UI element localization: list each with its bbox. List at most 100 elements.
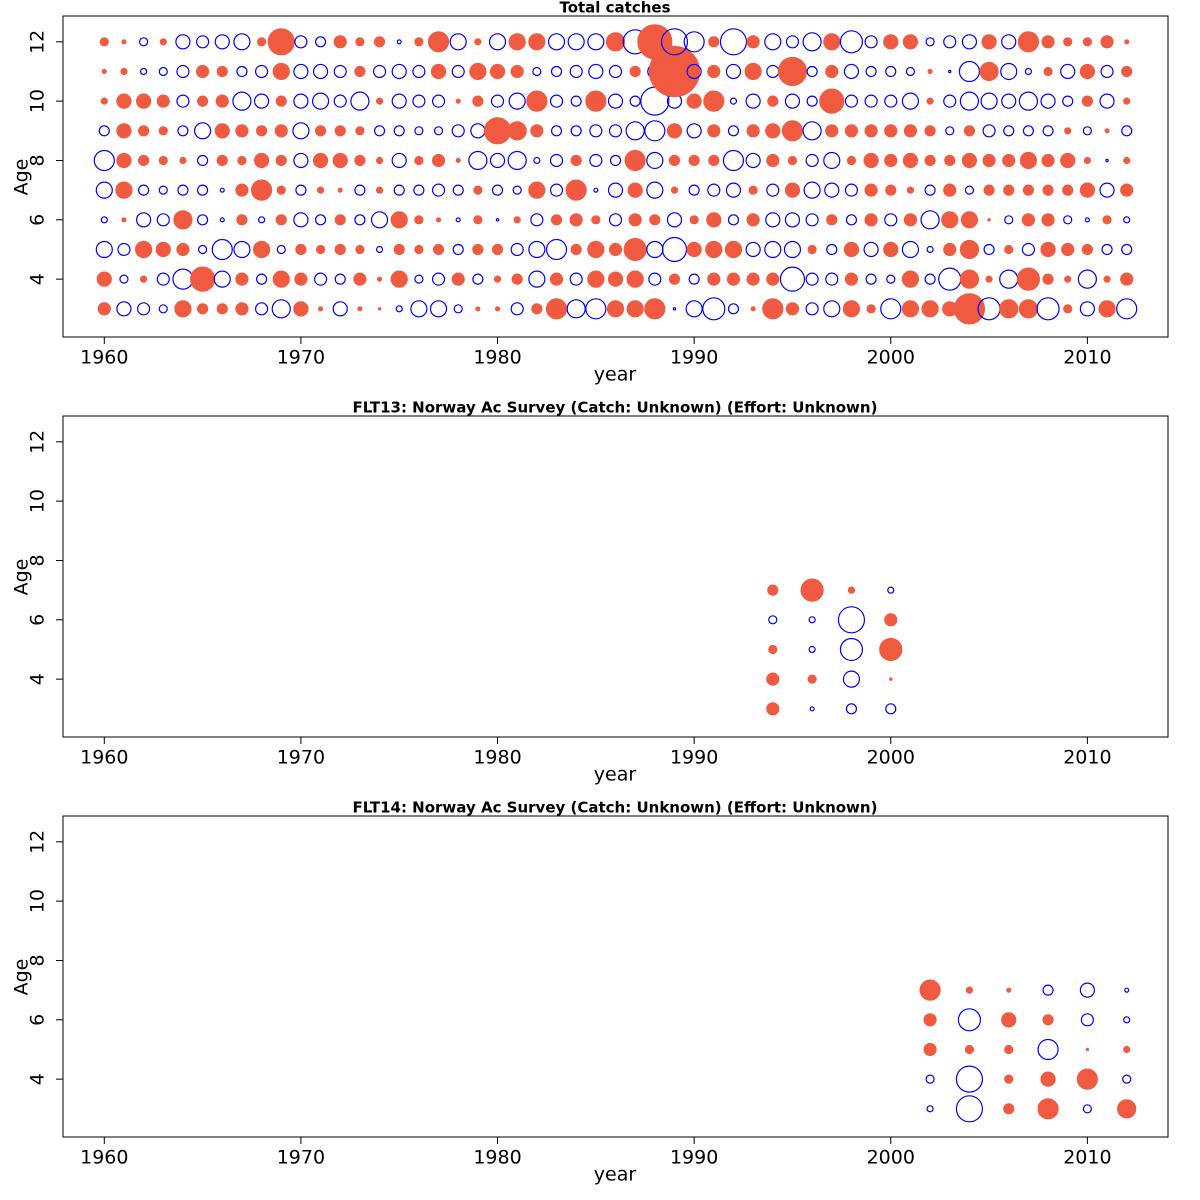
y-tick-label: 4 bbox=[27, 1073, 49, 1085]
bubble bbox=[746, 35, 760, 49]
bubble bbox=[176, 64, 190, 79]
bubble bbox=[410, 300, 428, 318]
bubble bbox=[784, 212, 801, 228]
bubble bbox=[943, 242, 957, 257]
bubble bbox=[473, 215, 483, 225]
bubble bbox=[390, 211, 408, 229]
bubble bbox=[435, 217, 442, 223]
bubble bbox=[196, 35, 210, 49]
bubble bbox=[646, 181, 664, 199]
bubble bbox=[926, 1105, 934, 1113]
bubble bbox=[864, 35, 878, 49]
bubble bbox=[745, 241, 761, 258]
bubble bbox=[945, 126, 955, 136]
bubble bbox=[494, 306, 501, 312]
bubble bbox=[764, 240, 782, 259]
bubble bbox=[219, 187, 225, 193]
bubble bbox=[839, 30, 864, 54]
bubble bbox=[158, 155, 168, 166]
bubble bbox=[924, 154, 936, 167]
bubble bbox=[983, 243, 995, 256]
bubble bbox=[629, 95, 641, 107]
bubble bbox=[313, 272, 328, 286]
bubble bbox=[1083, 156, 1091, 165]
bubble bbox=[550, 214, 563, 226]
bubble bbox=[177, 125, 189, 137]
bubble bbox=[350, 91, 370, 111]
bubble bbox=[923, 1042, 937, 1057]
bubble bbox=[508, 33, 526, 51]
bubble bbox=[808, 645, 816, 654]
bubble bbox=[608, 124, 623, 138]
bubble bbox=[549, 94, 564, 108]
bubble bbox=[879, 637, 903, 662]
bubble bbox=[847, 586, 856, 594]
bubble bbox=[1040, 241, 1056, 258]
bubble bbox=[193, 122, 212, 140]
bubble bbox=[545, 238, 568, 261]
bubble bbox=[528, 33, 546, 51]
bubble bbox=[232, 91, 252, 111]
bubble bbox=[257, 216, 266, 224]
bubble bbox=[295, 184, 307, 196]
bubble bbox=[197, 244, 208, 255]
bubble bbox=[1121, 125, 1133, 137]
bubble bbox=[138, 184, 150, 196]
x-tick-label: 1960 bbox=[80, 747, 128, 769]
bubble bbox=[805, 153, 819, 168]
bubble bbox=[837, 606, 866, 634]
bubble bbox=[959, 239, 980, 260]
bubble bbox=[354, 214, 366, 226]
x-tick-label: 1990 bbox=[670, 747, 718, 769]
bubble bbox=[1004, 215, 1014, 225]
bubble bbox=[825, 272, 839, 286]
bubble bbox=[948, 69, 952, 74]
bubble bbox=[688, 184, 700, 196]
bubble bbox=[688, 154, 700, 167]
bubble bbox=[943, 183, 957, 197]
bubble bbox=[1079, 982, 1096, 998]
bubble bbox=[767, 584, 779, 596]
bubble bbox=[1123, 216, 1131, 224]
bubble bbox=[276, 185, 286, 195]
bubble bbox=[375, 97, 384, 105]
bubble bbox=[373, 125, 386, 137]
bubble bbox=[1120, 272, 1134, 286]
y-tick-label: 10 bbox=[27, 489, 49, 513]
bubble bbox=[214, 123, 230, 139]
bubble bbox=[569, 64, 583, 79]
bubble bbox=[625, 121, 645, 141]
bubble bbox=[156, 213, 170, 227]
bubble bbox=[901, 300, 920, 318]
bubble bbox=[745, 93, 761, 109]
bubble bbox=[452, 184, 464, 196]
bubble bbox=[767, 95, 779, 107]
y-tick-label: 4 bbox=[27, 273, 49, 285]
bubble bbox=[312, 63, 329, 80]
bubble bbox=[923, 1013, 937, 1027]
bubble bbox=[985, 275, 993, 283]
bubble bbox=[808, 616, 816, 624]
bubble bbox=[235, 272, 249, 286]
bubble bbox=[961, 152, 978, 169]
bubble bbox=[781, 120, 804, 142]
bubble bbox=[332, 152, 348, 169]
bubble bbox=[902, 34, 919, 50]
bubble bbox=[549, 153, 564, 168]
bubble bbox=[1084, 217, 1090, 223]
bubble bbox=[1043, 66, 1053, 77]
bubble bbox=[1042, 184, 1054, 196]
bubble bbox=[729, 97, 738, 105]
bubble bbox=[332, 301, 348, 317]
bubble bbox=[510, 242, 524, 257]
bubble bbox=[530, 124, 544, 138]
bubble bbox=[707, 272, 721, 286]
bubble bbox=[958, 60, 981, 83]
bubble bbox=[943, 94, 957, 108]
bubble bbox=[507, 121, 527, 141]
bubble bbox=[483, 117, 512, 145]
x-tick-label: 2010 bbox=[1063, 347, 1111, 369]
bubble bbox=[885, 65, 897, 78]
bubble bbox=[784, 182, 801, 198]
